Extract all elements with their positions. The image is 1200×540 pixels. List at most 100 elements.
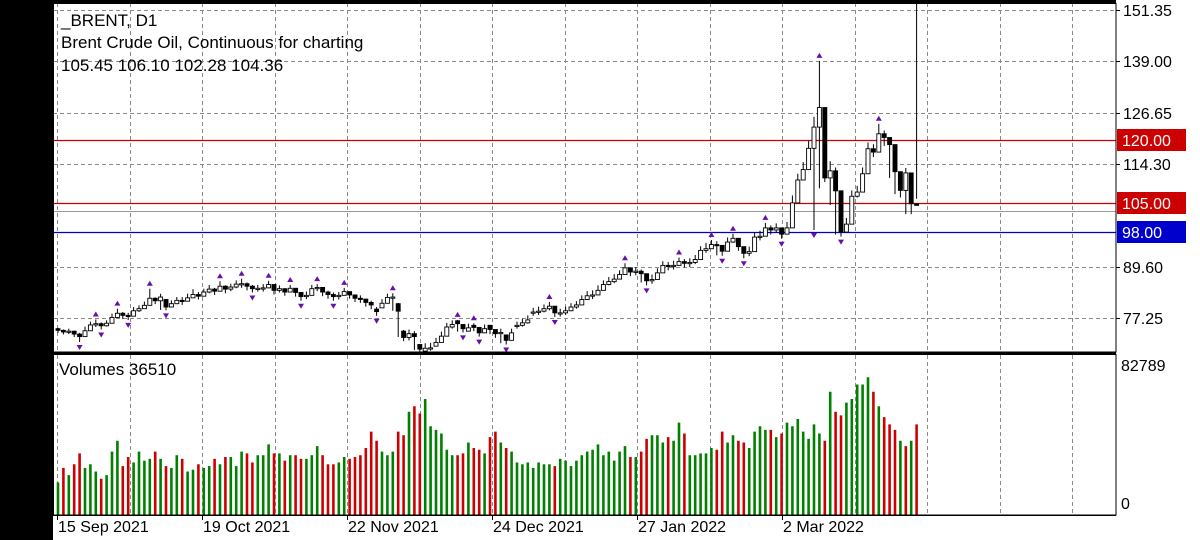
bull-candle <box>147 297 153 306</box>
bull-candle <box>136 308 142 312</box>
time-tick-label: 22 Nov 2021 <box>348 519 439 536</box>
horizontal-levels <box>53 139 1116 234</box>
fractal-up-marker <box>875 115 882 121</box>
bear-candle <box>374 308 380 313</box>
bull-candle <box>309 288 315 296</box>
bull-candle <box>498 331 504 335</box>
bear-candle <box>271 284 277 291</box>
time-tick-label: 15 Sep 2021 <box>58 519 149 536</box>
fractal-up-marker <box>676 249 682 255</box>
fractal-up-marker <box>454 311 461 317</box>
bull-candle <box>114 312 120 318</box>
bull-candle <box>341 291 347 296</box>
bear-candle <box>77 333 83 338</box>
bull-candle <box>541 308 547 312</box>
bull-candle <box>600 284 606 291</box>
bull-candle <box>509 332 515 341</box>
bull-candle <box>233 283 239 288</box>
bull-candle <box>239 283 245 286</box>
bear-candle <box>330 294 336 298</box>
bear-candle <box>644 273 650 282</box>
fractal-down-marker <box>811 232 817 238</box>
candlestick-series <box>55 0 920 353</box>
bull-candle <box>789 202 795 229</box>
bull-candle <box>390 296 396 299</box>
bear-candle <box>71 330 77 335</box>
bull-candle <box>336 294 342 298</box>
fractal-up-marker <box>708 231 715 237</box>
bull-candle <box>530 311 536 314</box>
bull-candle <box>303 294 309 298</box>
bull-candle <box>158 296 164 302</box>
fractal-up-marker <box>341 279 348 285</box>
bear-candle <box>55 328 61 331</box>
bear-candle <box>492 329 498 335</box>
fractal-down-marker <box>373 318 380 324</box>
bull-candle <box>514 324 520 327</box>
fractal-up-marker <box>146 280 153 286</box>
price-level-tags: 120.00 105.00 98.00 <box>1117 129 1186 243</box>
bear-candle <box>368 301 374 306</box>
bear-candle <box>822 107 828 179</box>
bear-candle <box>897 171 903 191</box>
price-tick-label: 151.35 <box>1123 3 1172 20</box>
price-tag-label-98.00: 98.00 <box>1122 225 1162 242</box>
bear-candle <box>908 172 914 205</box>
fractal-down-marker <box>163 313 169 319</box>
bull-candle <box>752 236 758 253</box>
bear-candle <box>125 314 131 318</box>
fractal-down-marker <box>330 303 337 309</box>
bull-candle <box>584 295 590 300</box>
bull-candle <box>206 288 212 293</box>
bear-candle <box>779 227 785 235</box>
bear-candle <box>363 298 369 303</box>
volume-panel-border <box>53 354 1117 516</box>
bear-candle <box>833 170 839 192</box>
bull-candle <box>611 278 617 283</box>
fractal-up-marker <box>730 225 736 231</box>
bear-candle <box>476 326 482 334</box>
bull-candle <box>260 287 266 290</box>
bear-candle <box>719 244 725 252</box>
fractal-up-marker <box>92 311 99 317</box>
bull-candle <box>433 341 439 347</box>
price-tick-label: 114.30 <box>1123 157 1171 174</box>
fractal-up-marker <box>816 52 823 58</box>
bull-candle <box>757 235 763 238</box>
bull-candle <box>174 299 180 305</box>
bear-candle <box>552 305 558 314</box>
bull-candle <box>573 304 579 308</box>
bull-candle <box>849 195 855 225</box>
bull-candle <box>379 302 385 309</box>
bull-candle <box>617 274 623 280</box>
bull-candle <box>746 251 752 254</box>
fractal-up-marker <box>762 214 769 220</box>
bull-candle <box>438 335 444 343</box>
bull-candle <box>444 326 450 337</box>
bear-candle <box>401 330 407 338</box>
bull-candle <box>606 281 612 285</box>
bear-candle <box>735 237 741 248</box>
fractal-up-marker <box>238 270 245 276</box>
bear-candle <box>741 246 747 254</box>
fractal-down-marker <box>643 288 650 294</box>
bull-candle <box>854 191 860 197</box>
bear-candle <box>411 333 417 338</box>
bull-candle <box>860 173 866 193</box>
bull-candle <box>800 169 806 181</box>
fractal-down-marker <box>740 261 747 267</box>
bear-candle <box>417 344 423 350</box>
bull-candle <box>525 319 531 324</box>
bear-candle <box>460 324 466 330</box>
bear-candle <box>347 291 353 296</box>
bull-candle <box>654 272 660 280</box>
bear-candle <box>838 190 844 233</box>
fractal-up-marker <box>470 315 477 321</box>
volume-panel[interactable] <box>53 354 1116 515</box>
bull-candle <box>865 148 871 175</box>
bull-candle <box>563 310 569 314</box>
volume-title: Volumes 36510 <box>59 360 176 379</box>
bull-candle <box>876 133 882 153</box>
time-tick-label: 24 Dec 2021 <box>493 519 584 536</box>
